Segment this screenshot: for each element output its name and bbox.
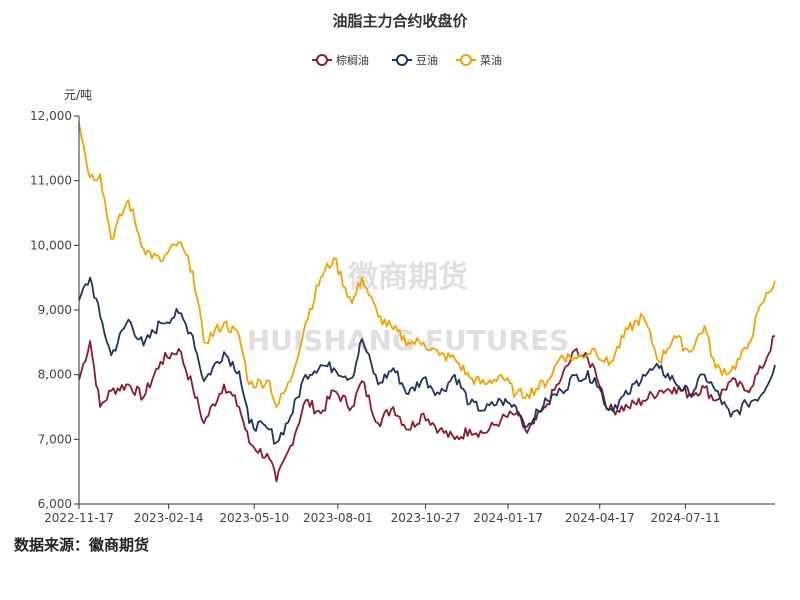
series-line-1 xyxy=(78,335,776,483)
x-tick-label: 2023-05-10 xyxy=(219,511,289,525)
axes: 6,000 7,000 8,000 9,000 10,000 11,000 12,000 20… xyxy=(30,109,775,525)
y-tick-label: 12,000 xyxy=(30,109,72,123)
x-tick-label: 2024-01-17 xyxy=(473,511,543,525)
x-tick-label: 2023-10-27 xyxy=(391,511,461,525)
source-note: 数据来源：徽商期货 xyxy=(14,536,150,554)
watermark: 徽商期货 HUISHANG FUTURES xyxy=(247,260,570,357)
x-tick-label: 2024-07-11 xyxy=(650,511,720,525)
series-line-3 xyxy=(78,122,776,408)
legend-item: 豆油 xyxy=(392,53,438,67)
watermark-cn: 徽商期货 xyxy=(347,260,468,295)
legend-marker xyxy=(316,54,328,66)
x-tick-label: 2023-02-14 xyxy=(134,511,204,525)
chart-title: 油脂主力合约收盘价 xyxy=(332,12,468,30)
legend-label: 菜油 xyxy=(480,53,502,67)
y-tick-label: 10,000 xyxy=(30,238,72,252)
y-tick-label: 9,000 xyxy=(38,303,72,317)
y-axis-unit: 元/吨 xyxy=(64,88,92,102)
series-line-2 xyxy=(78,276,776,445)
legend-item: 棕榈油 xyxy=(312,53,369,67)
legend-label: 棕榈油 xyxy=(336,53,369,67)
legend-item: 菜油 xyxy=(456,53,502,67)
legend-marker xyxy=(396,54,408,66)
legend-label: 豆油 xyxy=(416,53,438,67)
y-tick-label: 11,000 xyxy=(30,174,72,188)
x-tick-label: 2022-11-17 xyxy=(44,511,114,525)
x-tick-label: 2023-08-01 xyxy=(303,511,373,525)
x-tick-label: 2024-04-17 xyxy=(565,511,635,525)
y-tick-label: 7,000 xyxy=(38,432,72,446)
y-tick-label: 8,000 xyxy=(38,368,72,382)
watermark-en: HUISHANG FUTURES xyxy=(247,324,570,357)
series-layer xyxy=(78,122,776,483)
legend-marker xyxy=(460,54,472,66)
y-tick-label: 6,000 xyxy=(38,497,72,511)
legend: 棕榈油 豆油 菜油 xyxy=(312,53,502,67)
